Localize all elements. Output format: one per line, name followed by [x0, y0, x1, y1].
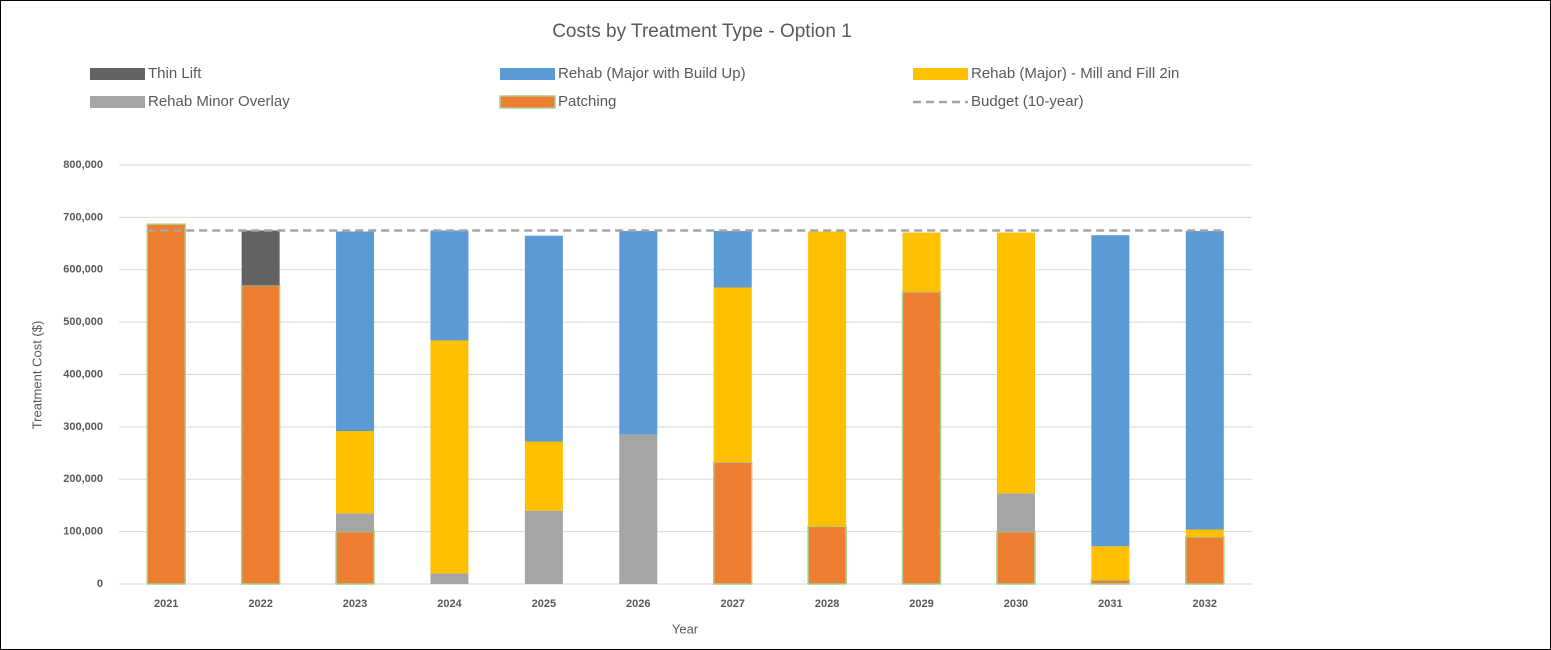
bar-segment — [996, 530, 1036, 585]
bar-segment — [807, 525, 847, 585]
bar-segment — [430, 340, 469, 574]
bar-segment — [1185, 529, 1224, 537]
x-axis-label: Year — [672, 621, 699, 636]
bar-segment — [336, 513, 375, 532]
bar-segment — [336, 231, 375, 432]
legend-label: Budget (10-year) — [971, 93, 1084, 110]
x-tick-label: 2025 — [532, 598, 556, 610]
bar-segment — [996, 493, 1035, 532]
x-tick-label: 2022 — [248, 598, 272, 610]
bar-segment — [713, 287, 752, 462]
bar-segment — [524, 235, 563, 442]
legend-label: Thin Lift — [148, 65, 202, 82]
x-tick-label: 2021 — [154, 598, 178, 610]
x-tick-label: 2028 — [815, 598, 839, 610]
x-tick-label: 2024 — [437, 598, 462, 610]
x-tick-label: 2032 — [1193, 598, 1217, 610]
bar-segment — [619, 434, 658, 584]
x-tick-label: 2027 — [720, 598, 744, 610]
bar-segment — [335, 530, 375, 585]
bar-segment — [808, 231, 847, 527]
bar-segment — [713, 230, 752, 288]
x-tick-label: 2026 — [626, 598, 650, 610]
bar-segment — [996, 232, 1035, 494]
legend-swatch — [499, 95, 556, 109]
bar-segment — [241, 230, 280, 286]
y-tick-label: 100,000 — [63, 526, 103, 538]
legend-label: Rehab (Major) - Mill and Fill 2in — [971, 65, 1179, 82]
bar-segment — [712, 461, 753, 585]
bar-segment — [430, 573, 469, 584]
x-tick-label: 2023 — [343, 598, 367, 610]
y-tick-label: 400,000 — [63, 368, 103, 380]
legend-label: Rehab (Major with Build Up) — [558, 65, 746, 82]
y-tick-label: 800,000 — [63, 159, 103, 171]
bar-segment — [1090, 579, 1131, 585]
bar-segment — [240, 284, 281, 585]
legend-label: Patching — [558, 93, 616, 110]
legend-swatch — [90, 68, 145, 80]
y-tick-label: 0 — [97, 578, 103, 590]
x-tick-label: 2030 — [1004, 598, 1028, 610]
y-tick-label: 700,000 — [63, 211, 103, 223]
y-tick-label: 200,000 — [63, 473, 103, 485]
bar-segment — [336, 431, 375, 514]
bar-segment — [430, 230, 469, 341]
y-tick-label: 300,000 — [63, 421, 103, 433]
chart-title: Costs by Treatment Type - Option 1 — [552, 21, 852, 42]
y-tick-label: 500,000 — [63, 316, 103, 328]
y-tick-label: 600,000 — [63, 264, 103, 276]
bar-segment — [524, 441, 563, 511]
bar-segment — [146, 223, 186, 585]
y-axis-label: Treatment Cost ($) — [29, 321, 44, 430]
bar-segment — [1185, 230, 1224, 530]
bar-segment — [901, 290, 942, 585]
bar-segment — [902, 232, 941, 292]
bar-segment — [1091, 235, 1130, 547]
legend-swatch — [913, 68, 968, 80]
x-tick-label: 2031 — [1098, 598, 1122, 610]
bar-segment — [1091, 546, 1130, 580]
bar-segment — [619, 230, 658, 435]
bar-segment — [1185, 536, 1225, 585]
x-tick-label: 2029 — [909, 598, 933, 610]
legend-swatch — [90, 96, 145, 108]
legend-label: Rehab Minor Overlay — [148, 93, 290, 110]
legend-swatch — [500, 68, 555, 80]
bar-segment — [524, 510, 563, 584]
